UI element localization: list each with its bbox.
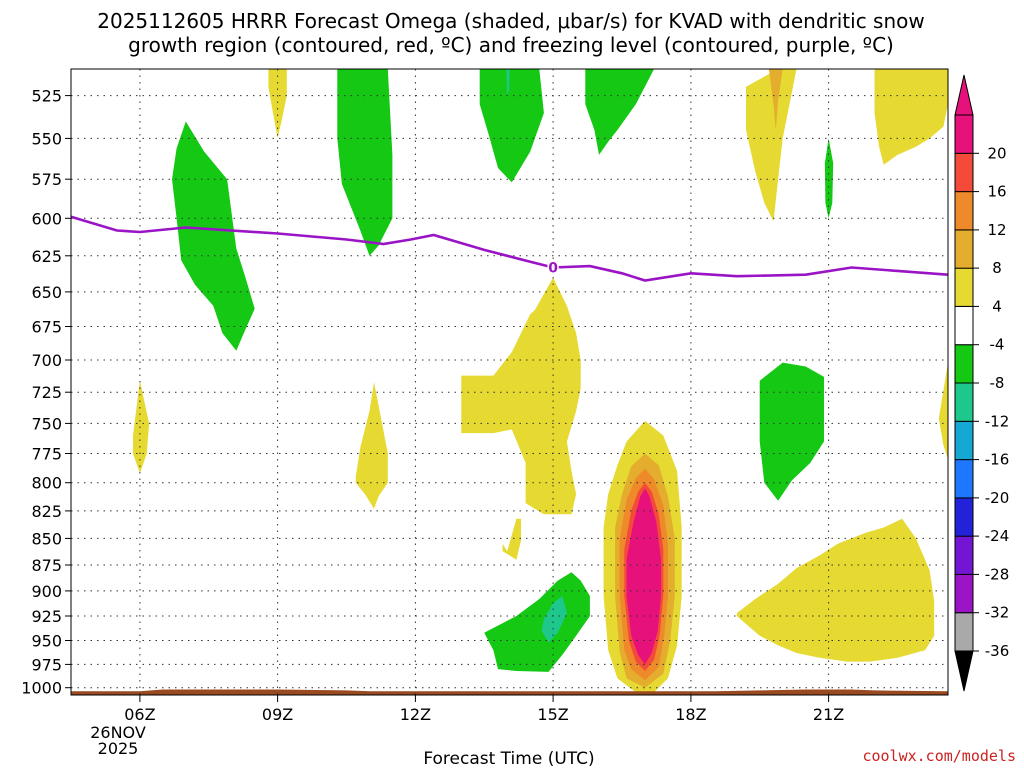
colorbar-swatch-3 bbox=[954, 497, 974, 537]
colorbar-label-11: 12 bbox=[987, 221, 1006, 239]
grid-lines bbox=[71, 69, 948, 695]
colorbar-swatch-10 bbox=[954, 229, 974, 269]
y-tick-label-650: 650 bbox=[31, 283, 62, 302]
colorbar-swatch-5 bbox=[954, 420, 974, 461]
colorbar-label-6: -12 bbox=[985, 412, 1010, 430]
colorbar-under-arrow bbox=[954, 650, 974, 692]
colorbar-swatch-0 bbox=[954, 612, 974, 652]
omega-region-10 bbox=[268, 69, 287, 139]
omega-region-11 bbox=[355, 382, 388, 509]
y-tick-label-950: 950 bbox=[31, 632, 62, 651]
y-tick-label-875: 875 bbox=[31, 556, 62, 575]
x-tick-label-09Z: 09Z bbox=[262, 705, 293, 724]
colorbar-swatch-7 bbox=[954, 344, 974, 384]
y-tick-label-800: 800 bbox=[31, 474, 62, 493]
omega-region-3 bbox=[585, 69, 655, 155]
y-tick-label-925: 925 bbox=[31, 607, 62, 626]
x-axis-title: Forecast Time (UTC) bbox=[423, 749, 594, 768]
colorbar: -36 -32 -28 -24 -20 -16 -12 -8 -4 4 8 12 16 20 bbox=[954, 74, 1010, 692]
colorbar-label-5: -16 bbox=[985, 451, 1010, 469]
omega-region-0 bbox=[172, 121, 255, 351]
omega-region-23 bbox=[626, 488, 661, 665]
omega-region-6 bbox=[484, 572, 590, 672]
y-tick-label-600: 600 bbox=[31, 209, 62, 228]
omega-region-7 bbox=[541, 596, 567, 643]
colorbar-label-1: -32 bbox=[985, 604, 1010, 622]
terrain-fill bbox=[71, 689, 948, 695]
colorbar-label-10: 8 bbox=[992, 259, 1002, 277]
date-label-day: 26NOV bbox=[90, 723, 146, 742]
colorbar-swatch-9 bbox=[954, 267, 974, 307]
colorbar-swatch-4 bbox=[954, 459, 974, 499]
colorbar-swatch-12 bbox=[954, 152, 974, 193]
colorbar-label-7: -8 bbox=[990, 374, 1005, 392]
credit-text[interactable]: coolwx.com/models bbox=[862, 747, 1016, 765]
y-tick-label-550: 550 bbox=[31, 129, 62, 148]
colorbar-label-9: 4 bbox=[992, 297, 1002, 315]
colorbar-swatch-2 bbox=[954, 535, 974, 575]
terrain-layer bbox=[71, 689, 948, 695]
freezing-level-line bbox=[71, 215, 948, 282]
colorbar-swatch-8 bbox=[954, 305, 974, 346]
y-tick-label-575: 575 bbox=[31, 170, 62, 189]
omega-region-2 bbox=[479, 69, 544, 183]
chart-title-line-1: 2025112605 HRRR Forecast Omega (shaded, … bbox=[97, 9, 925, 33]
colorbar-label-8: -4 bbox=[990, 336, 1005, 354]
time-axis: 06Z 09Z 12Z 15Z 18Z 21Z bbox=[124, 695, 844, 724]
x-tick-label-06Z: 06Z bbox=[124, 705, 155, 724]
omega-region-12 bbox=[461, 277, 581, 515]
omega-region-4 bbox=[824, 138, 834, 219]
plot-frame bbox=[70, 68, 949, 696]
y-tick-label-975: 975 bbox=[31, 655, 62, 674]
omega-region-8 bbox=[506, 69, 510, 96]
y-tick-label-775: 775 bbox=[31, 445, 62, 464]
omega-region-17 bbox=[938, 362, 948, 460]
x-tick-label-12Z: 12Z bbox=[400, 705, 431, 724]
y-tick-label-700: 700 bbox=[31, 351, 62, 370]
colorbar-over-arrow bbox=[954, 74, 974, 116]
omega-region-18 bbox=[736, 518, 935, 662]
colorbar-label-2: -28 bbox=[985, 565, 1010, 583]
freezing-level-contour bbox=[71, 215, 948, 282]
x-tick-label-21Z: 21Z bbox=[813, 705, 844, 724]
y-tick-label-1000: 1000 bbox=[21, 679, 62, 698]
y-tick-label-750: 750 bbox=[31, 414, 62, 433]
colorbar-swatch-6 bbox=[954, 382, 974, 422]
chart-title-line-2: growth region (contoured, red, ºC) and f… bbox=[128, 33, 894, 57]
colorbar-label-13: 20 bbox=[987, 144, 1006, 162]
omega-region-5 bbox=[759, 362, 824, 501]
y-tick-label-525: 525 bbox=[31, 87, 62, 106]
omega-region-9 bbox=[133, 380, 150, 474]
colorbar-swatch-1 bbox=[954, 573, 974, 614]
omega-region-15 bbox=[746, 69, 797, 222]
y-tick-label-675: 675 bbox=[31, 318, 62, 337]
colorbar-label-12: 16 bbox=[987, 183, 1006, 201]
date-label-year: 2025 bbox=[98, 739, 139, 758]
y-tick-label-825: 825 bbox=[31, 502, 62, 521]
omega-region-16 bbox=[874, 69, 948, 165]
y-tick-label-850: 850 bbox=[31, 529, 62, 548]
y-tick-label-625: 625 bbox=[31, 247, 62, 266]
omega-shaded-regions bbox=[133, 69, 948, 693]
omega-region-13 bbox=[502, 518, 521, 560]
colorbar-label-4: -20 bbox=[985, 489, 1010, 507]
colorbar-label-0: -36 bbox=[985, 642, 1010, 660]
omega-region-20 bbox=[768, 69, 783, 130]
colorbar-swatch-13 bbox=[954, 114, 974, 154]
freezing-level-label: 0 bbox=[548, 261, 558, 277]
colorbar-label-3: -24 bbox=[985, 527, 1010, 545]
omega-region-1 bbox=[337, 69, 393, 256]
y-tick-label-900: 900 bbox=[31, 582, 62, 601]
pressure-axis: 525 550 575 600 625 650 675 700 725 750 775 800 825 8… bbox=[21, 87, 71, 698]
y-tick-label-725: 725 bbox=[31, 383, 62, 402]
x-tick-label-18Z: 18Z bbox=[675, 705, 706, 724]
colorbar-swatch-11 bbox=[954, 191, 974, 231]
x-tick-label-15Z: 15Z bbox=[537, 705, 568, 724]
